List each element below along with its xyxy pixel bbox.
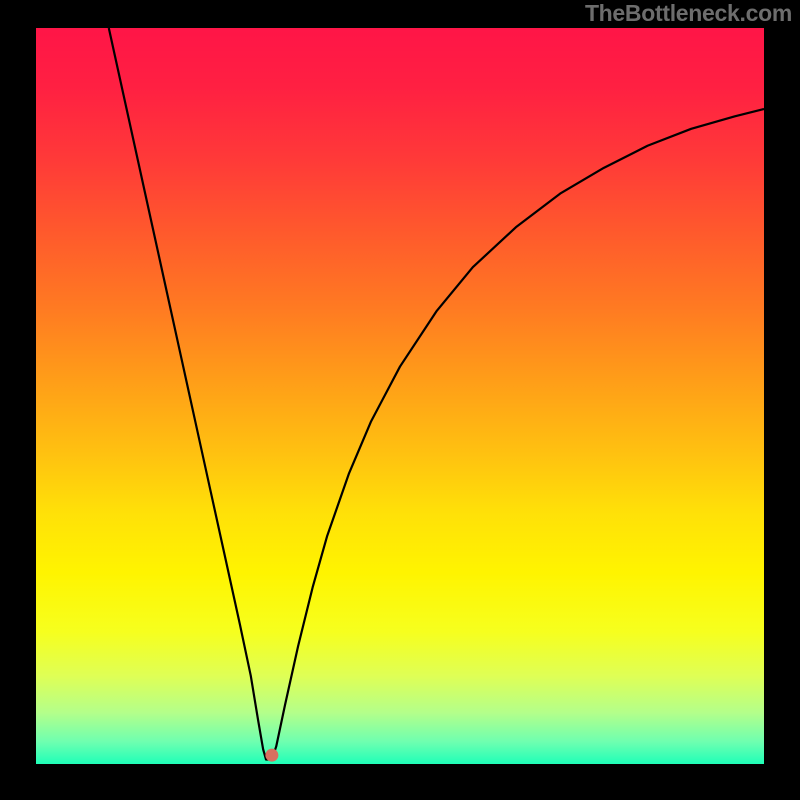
optimum-marker	[265, 749, 278, 762]
watermark-text: TheBottleneck.com	[585, 0, 792, 27]
chart-canvas: TheBottleneck.com	[0, 0, 800, 800]
gradient-background	[36, 28, 764, 764]
bottleneck-curve-svg	[36, 28, 764, 764]
plot-area	[36, 28, 764, 764]
